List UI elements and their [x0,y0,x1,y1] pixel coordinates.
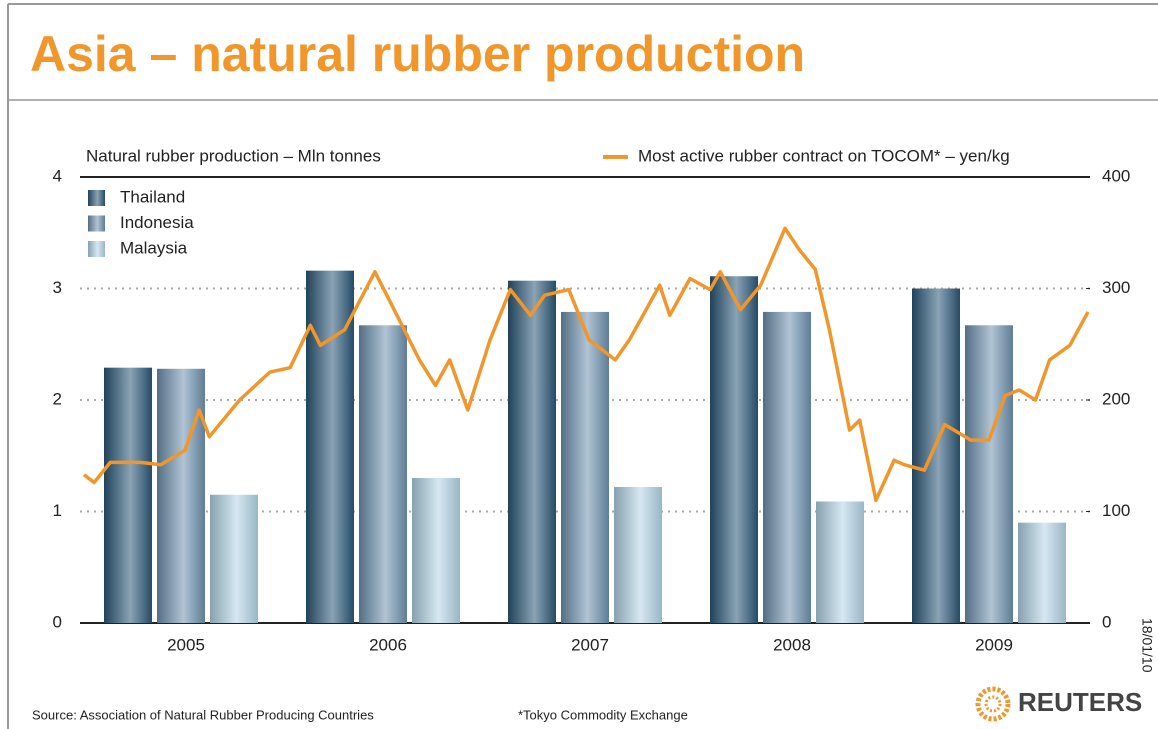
x-tick-label: 2007 [571,635,609,654]
bar [561,311,609,623]
y2-axis-label: Most active rubber contract on TOCOM* – … [638,146,1010,165]
y-tick-label: 4 [53,166,62,185]
logo-mark-inner [984,695,1002,713]
bar [412,478,460,623]
bar [965,325,1013,623]
brand-logo [975,686,1011,722]
x-tick-label: 2005 [167,635,205,654]
x-tick-label: 2006 [369,635,407,654]
y-tick-label: 3 [53,278,62,297]
chart-title: Asia – natural rubber production [30,26,805,82]
source: Source: Association of Natural Rubber Pr… [32,707,374,722]
legend-label: Malaysia [120,238,188,257]
bar [816,501,864,623]
y-tick-label: 1 [53,501,62,520]
bar [1018,522,1066,623]
legend-label: Indonesia [120,213,194,232]
bar [614,486,662,623]
bar [763,311,811,623]
bar [157,368,205,623]
x-tick-label: 2009 [975,635,1013,654]
footnote: *Tokyo Commodity Exchange [518,707,688,722]
y-tick-label: 2 [53,389,62,408]
y2-tick-label: 300 [1102,278,1130,297]
price-line [82,226,1090,503]
y-tick-label: 0 [53,612,62,631]
y2-tick-label: 200 [1102,389,1130,408]
date-stamp: 18/01/10 [1139,618,1155,673]
bar [104,367,152,623]
bar [508,280,556,623]
legend-swatch [88,190,105,206]
y2-tick-label: 400 [1102,166,1130,185]
bar [710,276,758,623]
bar [210,494,258,623]
y2-tick-label: 100 [1102,501,1130,520]
legend-label: Thailand [120,187,185,206]
y2-tick-label: 0 [1102,612,1111,631]
logo-mark [975,686,1011,722]
legend-swatch [88,215,105,232]
bar [912,288,960,623]
legend-swatch [88,241,105,257]
brand: REUTERS [1018,687,1142,717]
bar [359,325,407,623]
x-tick-label: 2008 [773,635,811,654]
y-axis-label: Natural rubber production – Mln tonnes [86,146,381,165]
